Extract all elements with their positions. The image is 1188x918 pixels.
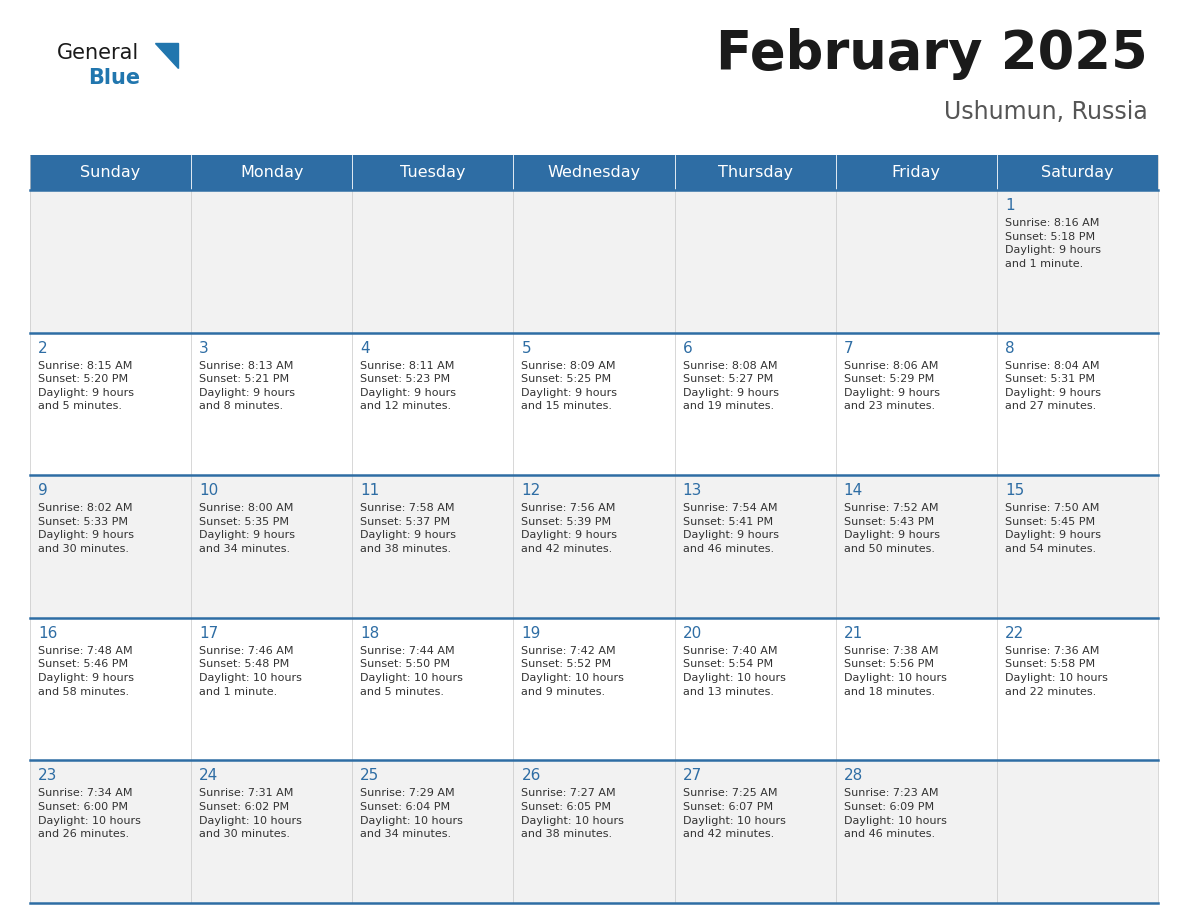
Text: 23: 23 [38,768,57,783]
Text: 14: 14 [843,483,862,498]
Text: Sunrise: 7:36 AM
Sunset: 5:58 PM
Daylight: 10 hours
and 22 minutes.: Sunrise: 7:36 AM Sunset: 5:58 PM Dayligh… [1005,645,1107,697]
Text: 18: 18 [360,626,379,641]
Bar [30,476,1158,618]
Bar [30,760,1158,903]
Text: Sunrise: 7:31 AM
Sunset: 6:02 PM
Daylight: 10 hours
and 30 minutes.: Sunrise: 7:31 AM Sunset: 6:02 PM Dayligh… [200,789,302,839]
Bar [30,190,1158,332]
Text: 28: 28 [843,768,862,783]
Text: 25: 25 [360,768,379,783]
Text: Sunrise: 7:58 AM
Sunset: 5:37 PM
Daylight: 9 hours
and 38 minutes.: Sunrise: 7:58 AM Sunset: 5:37 PM Dayligh… [360,503,456,554]
Text: Sunrise: 8:09 AM
Sunset: 5:25 PM
Daylight: 9 hours
and 15 minutes.: Sunrise: 8:09 AM Sunset: 5:25 PM Dayligh… [522,361,618,411]
Text: Sunrise: 7:23 AM
Sunset: 6:09 PM
Daylight: 10 hours
and 46 minutes.: Sunrise: 7:23 AM Sunset: 6:09 PM Dayligh… [843,789,947,839]
Text: Sunrise: 8:06 AM
Sunset: 5:29 PM
Daylight: 9 hours
and 23 minutes.: Sunrise: 8:06 AM Sunset: 5:29 PM Dayligh… [843,361,940,411]
Text: Tuesday: Tuesday [400,165,466,180]
Text: Sunrise: 7:50 AM
Sunset: 5:45 PM
Daylight: 9 hours
and 54 minutes.: Sunrise: 7:50 AM Sunset: 5:45 PM Dayligh… [1005,503,1101,554]
Text: Sunrise: 7:52 AM
Sunset: 5:43 PM
Daylight: 9 hours
and 50 minutes.: Sunrise: 7:52 AM Sunset: 5:43 PM Dayligh… [843,503,940,554]
Text: 20: 20 [683,626,702,641]
Polygon shape [154,43,178,68]
Text: 12: 12 [522,483,541,498]
Text: Sunrise: 7:40 AM
Sunset: 5:54 PM
Daylight: 10 hours
and 13 minutes.: Sunrise: 7:40 AM Sunset: 5:54 PM Dayligh… [683,645,785,697]
Text: 1: 1 [1005,198,1015,213]
Text: Sunrise: 7:48 AM
Sunset: 5:46 PM
Daylight: 9 hours
and 58 minutes.: Sunrise: 7:48 AM Sunset: 5:46 PM Dayligh… [38,645,134,697]
Bar [30,332,1158,476]
Text: 24: 24 [200,768,219,783]
Text: 7: 7 [843,341,853,355]
Text: Sunrise: 8:16 AM
Sunset: 5:18 PM
Daylight: 9 hours
and 1 minute.: Sunrise: 8:16 AM Sunset: 5:18 PM Dayligh… [1005,218,1101,269]
Text: Ushumun, Russia: Ushumun, Russia [944,100,1148,124]
Text: 9: 9 [38,483,48,498]
Text: Sunrise: 8:02 AM
Sunset: 5:33 PM
Daylight: 9 hours
and 30 minutes.: Sunrise: 8:02 AM Sunset: 5:33 PM Dayligh… [38,503,134,554]
Text: Sunrise: 7:38 AM
Sunset: 5:56 PM
Daylight: 10 hours
and 18 minutes.: Sunrise: 7:38 AM Sunset: 5:56 PM Dayligh… [843,645,947,697]
Text: Sunrise: 8:13 AM
Sunset: 5:21 PM
Daylight: 9 hours
and 8 minutes.: Sunrise: 8:13 AM Sunset: 5:21 PM Dayligh… [200,361,295,411]
Text: 21: 21 [843,626,862,641]
Bar [30,618,1158,760]
Text: Sunrise: 7:27 AM
Sunset: 6:05 PM
Daylight: 10 hours
and 38 minutes.: Sunrise: 7:27 AM Sunset: 6:05 PM Dayligh… [522,789,625,839]
Bar [30,155,1158,190]
Text: Sunrise: 7:44 AM
Sunset: 5:50 PM
Daylight: 10 hours
and 5 minutes.: Sunrise: 7:44 AM Sunset: 5:50 PM Dayligh… [360,645,463,697]
Text: 10: 10 [200,483,219,498]
Text: Blue: Blue [88,68,140,88]
Text: Thursday: Thursday [718,165,792,180]
Text: 8: 8 [1005,341,1015,355]
Text: 16: 16 [38,626,57,641]
Text: 19: 19 [522,626,541,641]
Text: Monday: Monday [240,165,303,180]
Text: Sunrise: 7:34 AM
Sunset: 6:00 PM
Daylight: 10 hours
and 26 minutes.: Sunrise: 7:34 AM Sunset: 6:00 PM Dayligh… [38,789,141,839]
Text: February 2025: February 2025 [716,28,1148,80]
Text: 11: 11 [360,483,379,498]
Text: 17: 17 [200,626,219,641]
Text: 6: 6 [683,341,693,355]
Text: 5: 5 [522,341,531,355]
Text: Wednesday: Wednesday [548,165,640,180]
Text: Sunrise: 7:54 AM
Sunset: 5:41 PM
Daylight: 9 hours
and 46 minutes.: Sunrise: 7:54 AM Sunset: 5:41 PM Dayligh… [683,503,778,554]
Text: Sunrise: 8:00 AM
Sunset: 5:35 PM
Daylight: 9 hours
and 34 minutes.: Sunrise: 8:00 AM Sunset: 5:35 PM Dayligh… [200,503,295,554]
Text: Sunrise: 7:56 AM
Sunset: 5:39 PM
Daylight: 9 hours
and 42 minutes.: Sunrise: 7:56 AM Sunset: 5:39 PM Dayligh… [522,503,618,554]
Text: 3: 3 [200,341,209,355]
Text: Sunrise: 8:04 AM
Sunset: 5:31 PM
Daylight: 9 hours
and 27 minutes.: Sunrise: 8:04 AM Sunset: 5:31 PM Dayligh… [1005,361,1101,411]
Text: General: General [57,43,139,63]
Text: Sunrise: 7:29 AM
Sunset: 6:04 PM
Daylight: 10 hours
and 34 minutes.: Sunrise: 7:29 AM Sunset: 6:04 PM Dayligh… [360,789,463,839]
Text: 22: 22 [1005,626,1024,641]
Text: Sunrise: 7:42 AM
Sunset: 5:52 PM
Daylight: 10 hours
and 9 minutes.: Sunrise: 7:42 AM Sunset: 5:52 PM Dayligh… [522,645,625,697]
Text: Sunrise: 8:08 AM
Sunset: 5:27 PM
Daylight: 9 hours
and 19 minutes.: Sunrise: 8:08 AM Sunset: 5:27 PM Dayligh… [683,361,778,411]
Text: Sunrise: 8:15 AM
Sunset: 5:20 PM
Daylight: 9 hours
and 5 minutes.: Sunrise: 8:15 AM Sunset: 5:20 PM Dayligh… [38,361,134,411]
Text: 15: 15 [1005,483,1024,498]
Text: 13: 13 [683,483,702,498]
Text: Friday: Friday [892,165,941,180]
Text: 27: 27 [683,768,702,783]
Text: Sunrise: 7:25 AM
Sunset: 6:07 PM
Daylight: 10 hours
and 42 minutes.: Sunrise: 7:25 AM Sunset: 6:07 PM Dayligh… [683,789,785,839]
Text: Sunrise: 8:11 AM
Sunset: 5:23 PM
Daylight: 9 hours
and 12 minutes.: Sunrise: 8:11 AM Sunset: 5:23 PM Dayligh… [360,361,456,411]
Text: Saturday: Saturday [1041,165,1113,180]
Text: 2: 2 [38,341,48,355]
Text: Sunrise: 7:46 AM
Sunset: 5:48 PM
Daylight: 10 hours
and 1 minute.: Sunrise: 7:46 AM Sunset: 5:48 PM Dayligh… [200,645,302,697]
Text: 26: 26 [522,768,541,783]
Text: 4: 4 [360,341,369,355]
Text: Sunday: Sunday [81,165,140,180]
